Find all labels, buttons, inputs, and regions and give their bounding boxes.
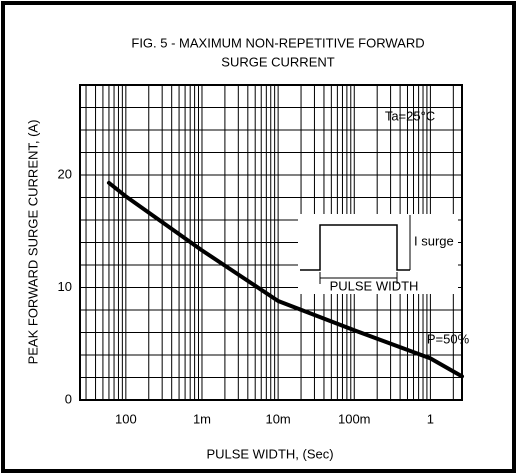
x-tick-label: 10m [265, 411, 290, 426]
annotation: Ta=25°C [385, 108, 435, 123]
data-line [106, 180, 464, 379]
annotation: PULSE WIDTH [330, 278, 419, 293]
y-axis-label: PEAK FORWARD SURGE CURRENT, (A) [25, 120, 40, 365]
series-label: P=50% [427, 331, 470, 346]
x-tick-label: 1m [193, 411, 211, 426]
chart-title: FIG. 5 - MAXIMUM NON-REPETITIVE FORWARD [131, 35, 424, 50]
y-tick-label: 10 [58, 279, 72, 294]
x-tick-label: 100m [338, 411, 371, 426]
y-tick-label: 0 [65, 391, 72, 406]
y-tick-label: 20 [58, 166, 72, 181]
x-tick-label: 100 [115, 411, 137, 426]
x-tick-label: 1 [427, 411, 434, 426]
pulse-inset [298, 214, 458, 294]
chart-title: SURGE CURRENT [221, 54, 334, 69]
annotation: I surge [414, 233, 454, 248]
x-axis-label: PULSE WIDTH, (Sec) [206, 446, 333, 461]
